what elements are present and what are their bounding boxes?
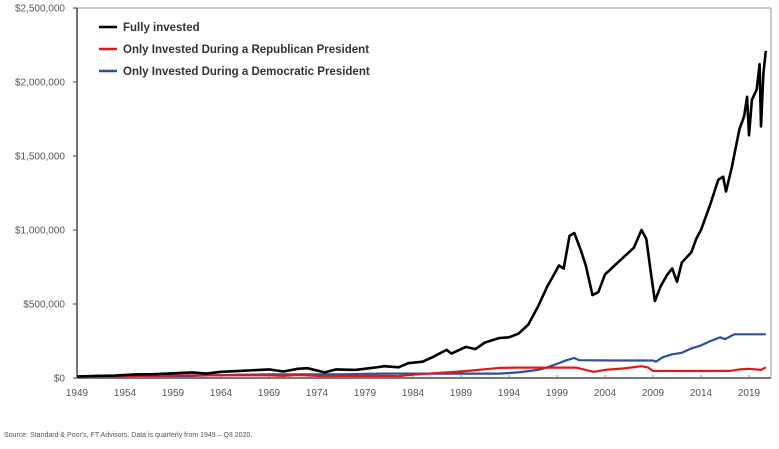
x-tick-label: 1999 [546,388,569,399]
y-tick-label: $500,000 [23,300,65,311]
y-tick-label: $0 [54,374,66,385]
x-tick-label: 1959 [162,388,185,399]
legend-label: Only Invested During a Democratic Presid… [123,66,370,78]
y-tick-label: $1,000,000 [15,226,65,237]
series-lines [76,50,768,378]
legend-item: Fully invested [99,22,200,34]
x-tick-label: 2014 [690,388,713,399]
legend-item: Only Invested During a Democratic Presid… [99,66,370,78]
x-tick-label: 1974 [306,388,329,399]
x-tick-label: 2004 [594,388,617,399]
x-tick-label: 1964 [210,388,233,399]
legend: Fully invested Only Invested During a Rep… [99,22,370,78]
legend-label: Only Invested During a Republican Presid… [123,44,369,56]
x-tick-label: 1949 [66,388,89,399]
source-note: Source: Standard & Poor's, FT Advisors. … [4,432,253,439]
legend-item: Only Invested During a Republican Presid… [99,44,369,56]
y-axis: $0 $500,000 $1,000,000 $1,500,000 $2,000,000… [15,4,77,385]
y-tick-label: $2,500,000 [15,4,65,15]
y-tick-label: $2,000,000 [15,78,65,89]
x-axis: 1949 1954 1959 1964 1969 1974 1979 1984 1989 1994… [66,375,761,399]
x-tick-label: 2009 [642,388,665,399]
series-fully-invested [76,50,768,378]
x-tick-label: 2019 [738,388,761,399]
legend-label: Fully invested [123,22,200,34]
plot-frame [76,7,772,379]
x-tick-label: 1979 [354,388,377,399]
y-tick-label: $1,500,000 [15,152,65,163]
x-tick-label: 1954 [114,388,137,399]
x-tick-label: 1989 [450,388,473,399]
x-tick-label: 1984 [402,388,425,399]
x-tick-label: 1969 [258,388,281,399]
x-tick-label: 1994 [498,388,521,399]
series-republican [77,365,767,378]
